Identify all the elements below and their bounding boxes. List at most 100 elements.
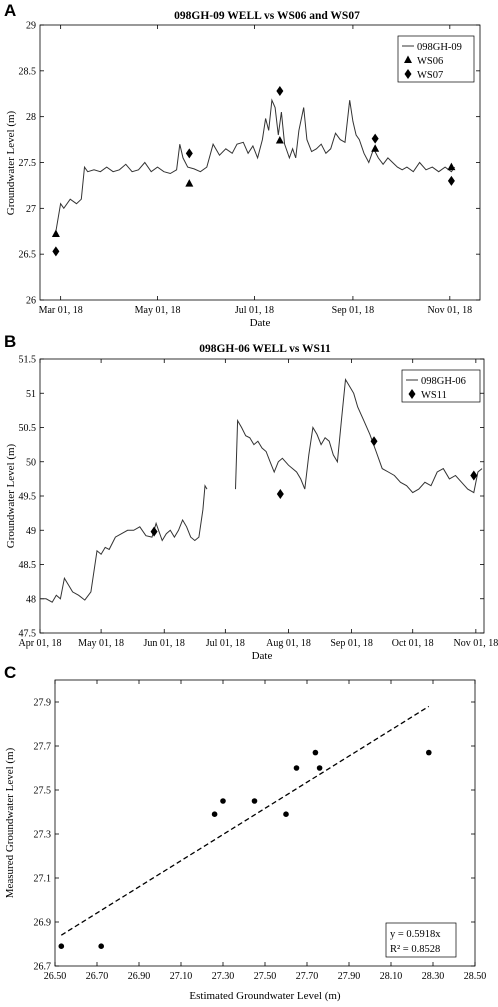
ws06-point — [447, 162, 456, 171]
legend-diamond-swatch — [408, 389, 416, 399]
ws11-point — [370, 436, 378, 447]
data-point — [283, 811, 289, 817]
x-axis-label: Estimated Groundwater Level (m) — [189, 990, 341, 1002]
x-tick-label: 27.90 — [338, 971, 361, 982]
legend-box — [401, 369, 481, 403]
data-point — [426, 749, 432, 756]
ws07-point — [52, 246, 60, 257]
x-tick-label: May 01, 18 — [135, 305, 181, 316]
x-tick-label: Nov 01, 18 — [427, 305, 472, 316]
y-tick-label: 48.5 — [19, 560, 37, 571]
legend-diamond-swatch — [404, 69, 412, 79]
x-tick-label: 28.30 — [422, 971, 445, 982]
ws06-point — [51, 229, 60, 237]
y-tick-label: 28.5 — [19, 66, 37, 77]
ws06-point — [371, 144, 380, 152]
ws06-point — [185, 179, 194, 187]
x-tick-label: 28.10 — [380, 971, 403, 982]
series-line-098gh-06 — [235, 377, 483, 494]
panel-a-letter: A — [4, 1, 16, 20]
y-tick-label: 48 — [26, 594, 36, 605]
y-axis-label: Groundwater Level (m) — [5, 110, 17, 215]
x-tick-label: Jul 01, 18 — [206, 638, 245, 649]
y-axis-label: Groundwater Level (m) — [5, 443, 17, 548]
panel-a-title: 098GH-09 WELL vs WS06 and WS07 — [174, 10, 360, 22]
y-tick-label: 27.9 — [34, 698, 52, 709]
ws07-point — [447, 175, 455, 186]
ws07-point — [371, 133, 379, 144]
r-squared-text: R² = 0.8528 — [390, 944, 440, 955]
x-tick-label: Jun 01, 18 — [144, 638, 185, 649]
panel-c-letter: C — [4, 663, 16, 682]
y-tick-label: 27.7 — [34, 742, 52, 753]
y-tick-label: 50.5 — [19, 423, 37, 434]
x-tick-label: 26.90 — [128, 971, 151, 982]
x-tick-label: 27.10 — [170, 971, 193, 982]
x-tick-label: May 01, 18 — [78, 638, 124, 649]
x-tick-label: Sep 01, 18 — [330, 638, 373, 649]
equation-box: y = 0.5918x R² = 0.8528 — [385, 922, 457, 958]
ws11-point — [276, 488, 284, 499]
ws07-point — [185, 148, 193, 159]
x-tick-label: 26.50 — [44, 971, 67, 982]
legend-label: WS11 — [421, 390, 447, 401]
x-axis-label: Date — [252, 650, 273, 662]
y-tick-label: 47.5 — [19, 629, 37, 640]
x-tick-label: Mar 01, 18 — [39, 305, 83, 316]
x-tick-label: Aug 01, 18 — [266, 638, 311, 649]
data-point — [312, 749, 319, 756]
panel-b: B 098GH-06 WELL vs WS11 Apr 01, 18 May 01… — [4, 332, 498, 662]
y-tick-label: 26.9 — [34, 918, 52, 929]
x-tick-label: Jul 01, 18 — [235, 305, 274, 316]
x-tick-label: 27.50 — [254, 971, 277, 982]
y-tick-label: 27.1 — [34, 874, 52, 885]
data-point — [98, 943, 104, 949]
series-line-098gh-06 — [40, 484, 208, 603]
ws11-point — [470, 470, 478, 481]
y-tick-label: 51.5 — [19, 355, 37, 366]
y-tick-label: 50 — [26, 457, 36, 468]
y-tick-label: 49.5 — [19, 492, 37, 503]
y-tick-label: 27 — [26, 204, 36, 215]
y-tick-label: 26 — [26, 296, 36, 307]
data-point — [220, 798, 226, 804]
x-tick-label: Sep 01, 18 — [332, 305, 375, 316]
x-tick-label: Oct 01, 18 — [392, 638, 434, 649]
panel-a: A 098GH-09 WELL vs WS06 and WS07 Mar 01,… — [4, 1, 481, 329]
y-tick-label: 28 — [26, 112, 36, 123]
data-point — [58, 943, 65, 949]
x-tick-label: 28.50 — [464, 971, 487, 982]
legend: 098GH-06 WS11 — [401, 369, 481, 403]
equation-text: y = 0.5918x — [390, 929, 441, 940]
data-point — [211, 811, 218, 817]
y-tick-label: 26.5 — [19, 250, 37, 261]
y-tick-label: 51 — [26, 389, 36, 400]
equation-frame — [385, 922, 457, 958]
y-tick-label: 49 — [26, 526, 36, 537]
x-tick-label: Nov 01, 18 — [453, 638, 498, 649]
x-tick-label: 26.70 — [86, 971, 109, 982]
series-line-098gh-09 — [55, 98, 456, 232]
y-tick-label: 26.7 — [34, 962, 52, 973]
data-point — [293, 765, 300, 771]
x-axis-label: Date — [250, 317, 271, 329]
panel-c: C 26.50 26.70 26.90 27.10 27.30 27.50 27.70 27.… — [4, 663, 486, 1002]
data-point — [316, 765, 323, 771]
ws07-point — [276, 86, 284, 96]
legend-label: 098GH-06 — [421, 376, 466, 387]
legend: 098GH-09 WS06 WS07 — [397, 35, 475, 83]
ws06-point — [275, 136, 284, 144]
x-tick-label: 27.30 — [212, 971, 235, 982]
legend-triangle-swatch — [404, 55, 412, 63]
y-axis-label: Measured Groundwater Level (m) — [4, 747, 16, 898]
y-tick-label: 29 — [26, 21, 36, 32]
y-tick-label: 27.5 — [34, 786, 52, 797]
legend-label: WS07 — [417, 70, 443, 81]
ws11-point — [150, 526, 158, 537]
x-tick-label: Apr 01, 18 — [18, 638, 61, 649]
legend-label: 098GH-09 — [417, 42, 462, 53]
legend-label: WS06 — [417, 56, 443, 67]
panel-b-letter: B — [4, 332, 16, 351]
x-tick-label: 27.70 — [296, 971, 319, 982]
